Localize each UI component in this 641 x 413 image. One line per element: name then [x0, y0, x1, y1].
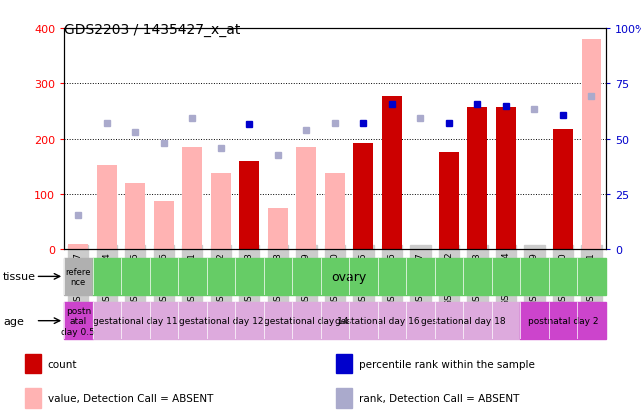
Text: gestational day 16: gestational day 16: [335, 316, 420, 325]
Bar: [325, 173, 345, 250]
Bar: [496, 108, 516, 250]
Bar: [183, 148, 203, 250]
Bar: [26, 389, 41, 408]
Text: gestational day 14: gestational day 14: [264, 316, 349, 325]
Text: value, Detection Call = ABSENT: value, Detection Call = ABSENT: [47, 393, 213, 403]
Bar: [92, 302, 178, 339]
Text: gestational day 18: gestational day 18: [421, 316, 506, 325]
Bar: [26, 354, 41, 373]
Text: count: count: [47, 359, 77, 369]
Bar: [263, 302, 349, 339]
Bar: [240, 161, 260, 250]
Bar: [406, 302, 520, 339]
Bar: [439, 153, 459, 250]
Text: GDS2203 / 1435427_x_at: GDS2203 / 1435427_x_at: [64, 23, 240, 37]
Bar: [211, 173, 231, 250]
Bar: [64, 258, 92, 295]
Bar: [349, 302, 406, 339]
Bar: [337, 389, 353, 408]
Bar: [126, 183, 146, 250]
Bar: [520, 302, 606, 339]
Text: postn
atal
day 0.5: postn atal day 0.5: [62, 306, 96, 336]
Bar: [268, 209, 288, 250]
Text: gestational day 11: gestational day 11: [93, 316, 178, 325]
Bar: [154, 201, 174, 250]
Text: ovary: ovary: [331, 270, 367, 283]
Bar: [296, 148, 317, 250]
Text: age: age: [3, 316, 24, 326]
Text: postnatal day 2: postnatal day 2: [528, 316, 598, 325]
Bar: [353, 143, 374, 250]
Text: rank, Detection Call = ABSENT: rank, Detection Call = ABSENT: [358, 393, 519, 403]
Bar: [64, 302, 92, 339]
Bar: [553, 129, 573, 250]
Bar: [581, 40, 601, 250]
Text: tissue: tissue: [3, 272, 36, 282]
Bar: [337, 354, 353, 373]
Bar: [467, 108, 487, 250]
Bar: [97, 166, 117, 250]
Text: gestational day 12: gestational day 12: [179, 316, 263, 325]
Text: refere
nce: refere nce: [65, 267, 91, 286]
Text: percentile rank within the sample: percentile rank within the sample: [358, 359, 535, 369]
Bar: [178, 302, 263, 339]
Bar: [69, 244, 88, 250]
Bar: [382, 96, 402, 250]
